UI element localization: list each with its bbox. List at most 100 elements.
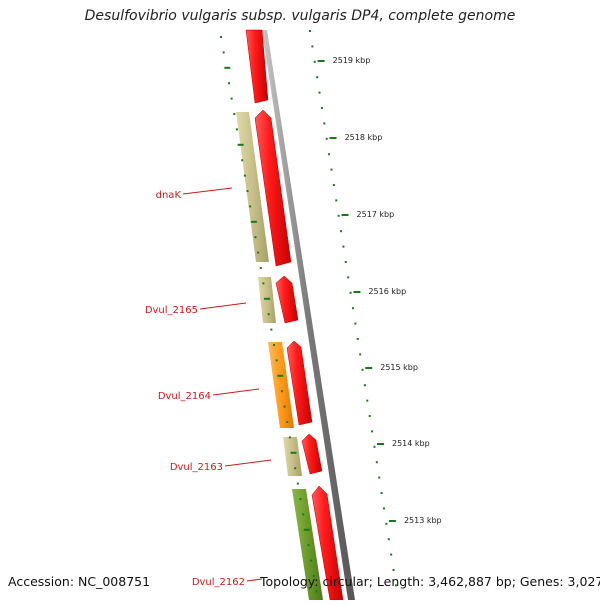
minor-tick — [344, 261, 347, 263]
minor-tick — [262, 282, 265, 285]
minor-tick — [368, 415, 371, 417]
minor-tick — [264, 297, 271, 300]
minor-tick — [356, 338, 359, 340]
major-tick — [341, 214, 349, 216]
minor-tick — [318, 91, 321, 94]
gene-label-dvul-2162: Dvul_2162 — [192, 577, 245, 588]
minor-tick — [382, 507, 385, 510]
minor-tick — [323, 122, 326, 125]
minor-tick — [378, 476, 381, 479]
minor-tick — [387, 538, 390, 541]
kbp-tick-label: 2513 kbp — [404, 516, 442, 525]
minor-tick — [241, 159, 244, 162]
minor-tick — [313, 60, 316, 63]
minor-tick — [280, 390, 283, 393]
cds-feature — [254, 109, 292, 267]
minor-tick — [296, 482, 299, 485]
major-tick — [377, 443, 385, 445]
minor-tick — [335, 199, 338, 202]
minor-tick — [246, 190, 249, 192]
minor-tick — [270, 328, 273, 331]
gene-feature-dvul-2164 — [268, 342, 294, 428]
tick-track: 2519 kbp 2518 kbp 2517 kbp 2516 kbp 2515 kbp… — [220, 30, 442, 593]
kbp-tick-label: 2518 kbp — [345, 133, 383, 142]
gene-label-leader — [212, 388, 260, 396]
kbp-tick-label: 2515 kbp — [380, 363, 418, 372]
gene-label-dvul-2163: Dvul_2163 — [170, 462, 223, 473]
cds-feature — [245, 29, 269, 104]
kbp-tick-label: 2519 kbp — [333, 56, 371, 65]
minor-tick — [307, 544, 310, 547]
cds-feature — [311, 485, 344, 601]
topology-text: Topology: circular; Length: 3,462,887 bp… — [260, 574, 600, 589]
gene-feature-dnaK — [236, 112, 269, 262]
minor-tick — [349, 291, 352, 294]
minor-tick — [257, 251, 260, 254]
minor-tick — [380, 492, 383, 494]
minor-tick — [224, 66, 231, 69]
minor-tick — [288, 436, 291, 439]
minor-tick — [359, 353, 362, 356]
minor-tick — [332, 184, 335, 186]
minor-tick — [337, 214, 340, 217]
minor-tick — [361, 368, 364, 371]
cds-track — [245, 29, 344, 601]
minor-tick — [340, 230, 343, 233]
major-tick — [353, 291, 361, 293]
minor-tick — [342, 245, 345, 248]
minor-tick — [254, 236, 257, 239]
gene-label-leader — [246, 578, 263, 582]
minor-tick — [237, 143, 244, 146]
major-tick — [388, 520, 396, 522]
minor-tick — [309, 30, 311, 32]
gene-label-dvul-2164: Dvul_2164 — [158, 391, 211, 402]
minor-tick — [385, 522, 388, 525]
minor-tick — [328, 153, 331, 156]
minor-tick — [222, 51, 225, 54]
kbp-tick-label: 2517 kbp — [357, 210, 395, 219]
minor-tick — [275, 359, 278, 362]
major-tick — [365, 367, 373, 369]
minor-tick — [354, 322, 357, 325]
minor-tick — [390, 553, 393, 556]
minor-tick — [233, 113, 236, 115]
genome-title: Desulfovibrio vulgaris subsp. vulgaris D… — [84, 8, 516, 24]
minor-tick — [392, 569, 395, 571]
minor-tick — [250, 220, 257, 223]
minor-tick — [299, 498, 302, 500]
minor-tick — [220, 36, 223, 38]
minor-tick — [302, 513, 305, 516]
gene-label-dvul-2165: Dvul_2165 — [145, 305, 198, 316]
minor-tick — [325, 137, 328, 140]
kbp-tick-label: 2516 kbp — [368, 287, 406, 296]
minor-tick — [283, 405, 286, 408]
minor-tick — [249, 205, 252, 208]
minor-tick — [243, 174, 246, 177]
cds-feature — [275, 275, 299, 324]
minor-tick — [311, 45, 314, 48]
minor-tick — [235, 128, 238, 131]
minor-tick — [310, 559, 313, 562]
gene-label-group: dnaK Dvul_2165 Dvul_2164 Dvul_2163 Dvul_… — [145, 187, 272, 588]
minor-tick — [316, 76, 319, 79]
gene-label-dnak: dnaK — [156, 190, 182, 201]
minor-tick — [286, 421, 289, 423]
minor-tick — [394, 584, 397, 587]
minor-tick — [277, 374, 284, 377]
minor-tick — [273, 344, 276, 346]
genome-backbone — [262, 30, 355, 600]
minor-tick — [227, 82, 230, 85]
minor-tick — [315, 590, 318, 593]
gene-label-leader — [182, 187, 233, 195]
minor-tick — [303, 528, 310, 531]
minor-tick — [267, 313, 270, 316]
kbp-tick-label: 2514 kbp — [392, 439, 430, 448]
gene-label-leader — [199, 302, 247, 310]
minor-tick — [259, 267, 262, 269]
major-tick — [317, 60, 325, 62]
gene-label-leader — [224, 459, 272, 467]
minor-tick — [330, 168, 333, 171]
minor-tick — [294, 467, 297, 470]
accession-text: Accession: NC_008751 — [8, 574, 151, 589]
